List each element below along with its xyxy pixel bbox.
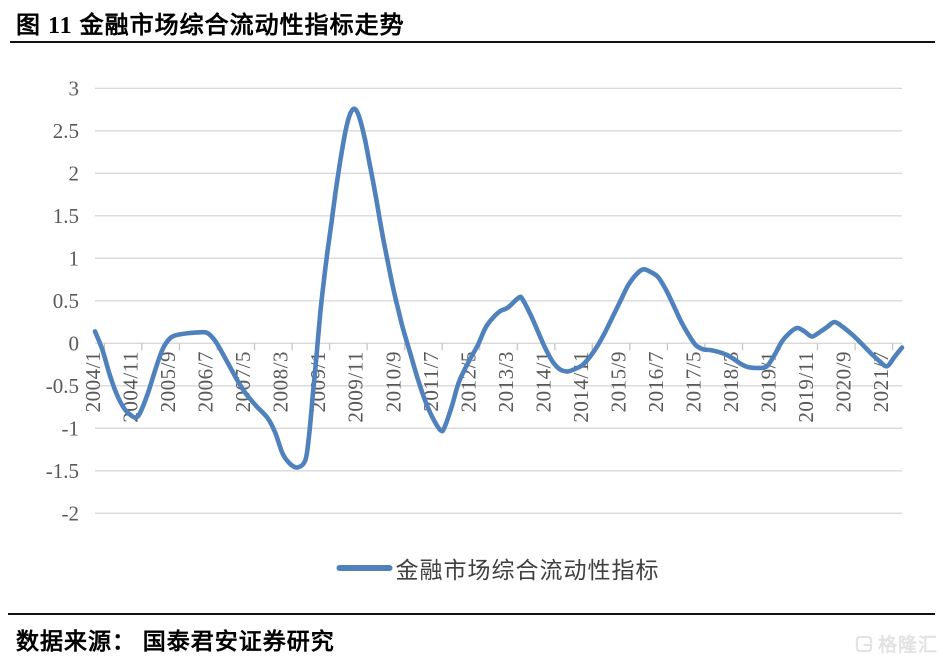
x-axis-ticks <box>103 343 894 351</box>
svg-text:2007/5: 2007/5 <box>231 351 255 412</box>
svg-text:2019/11: 2019/11 <box>794 351 818 423</box>
svg-text:0: 0 <box>69 331 80 355</box>
svg-text:1: 1 <box>69 246 80 270</box>
svg-text:1.5: 1.5 <box>53 204 79 228</box>
svg-text:0.5: 0.5 <box>53 289 79 313</box>
legend-line-sample-icon <box>336 565 393 571</box>
svg-text:2014/1: 2014/1 <box>531 351 555 412</box>
legend-label: 金融市场综合流动性指标 <box>395 558 660 583</box>
svg-text:2005/9: 2005/9 <box>156 351 180 412</box>
svg-text:3: 3 <box>69 76 80 100</box>
svg-text:2004/11: 2004/11 <box>119 351 143 423</box>
gelonghui-watermark: 格隆汇 <box>854 630 938 657</box>
data-source-note: 数据来源： 国泰君安证券研究 <box>16 629 335 654</box>
series-line <box>92 106 905 470</box>
top-divider <box>10 41 935 43</box>
svg-text:2021/7: 2021/7 <box>869 351 893 412</box>
figure-title: 图 11 金融市场综合流动性指标走势 <box>16 13 405 39</box>
svg-text:-0.5: -0.5 <box>46 374 79 398</box>
svg-text:-1: -1 <box>62 416 80 440</box>
svg-text:2004/1: 2004/1 <box>81 351 105 412</box>
svg-text:2012/5: 2012/5 <box>456 351 480 412</box>
svg-text:2008/3: 2008/3 <box>269 351 293 412</box>
svg-text:2016/7: 2016/7 <box>644 351 668 412</box>
svg-text:2015/9: 2015/9 <box>607 351 631 412</box>
svg-text:2.5: 2.5 <box>53 119 79 143</box>
svg-text:2009/11: 2009/11 <box>344 351 368 423</box>
svg-text:2013/3: 2013/3 <box>494 351 518 412</box>
svg-text:2014/11: 2014/11 <box>569 351 593 423</box>
svg-text:2019/1: 2019/1 <box>757 351 781 412</box>
svg-text:2020/9: 2020/9 <box>832 351 856 412</box>
gelonghui-logo-icon <box>855 635 873 652</box>
watermark-text: 格隆汇 <box>877 635 938 656</box>
svg-text:2009/1: 2009/1 <box>306 351 330 412</box>
svg-text:2010/9: 2010/9 <box>381 351 405 412</box>
svg-text:2: 2 <box>69 161 80 185</box>
svg-text:-1.5: -1.5 <box>46 459 79 483</box>
gridlines <box>95 87 902 514</box>
svg-text:2017/5: 2017/5 <box>682 351 706 412</box>
chart-legend: 金融市场综合流动性指标 <box>336 551 660 585</box>
x-axis-labels: 2004/1 2004/11 2005/9 2006/7 2007/5 2008/3 200… <box>81 351 893 423</box>
svg-text:2018/3: 2018/3 <box>719 351 743 412</box>
svg-text:2006/7: 2006/7 <box>194 351 218 412</box>
y-axis-labels: 3 2.5 2 1.5 1 0.5 0 -0.5 -1 -1.5 -2 <box>46 76 79 525</box>
bottom-divider <box>8 613 935 615</box>
svg-text:-2: -2 <box>62 501 80 525</box>
svg-text:2011/7: 2011/7 <box>419 351 443 412</box>
